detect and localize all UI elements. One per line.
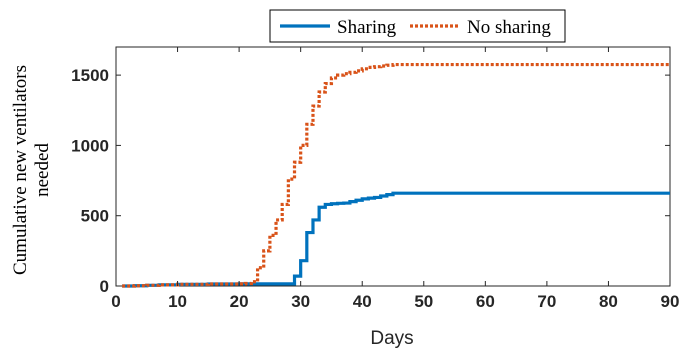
y-axis-label-line-1: Cumulative new ventilators: [10, 65, 31, 275]
plot-border: [115, 46, 671, 287]
legend-label-no-sharing: No sharing: [467, 17, 551, 38]
legend-label-sharing: Sharing: [337, 17, 397, 38]
y-axis-label: Cumulative new ventilators needed: [10, 65, 53, 275]
x-tick-label: 20: [230, 292, 249, 311]
y-tick-label: 1000: [71, 136, 109, 155]
y-tick-label: 0: [100, 277, 109, 296]
x-tick-label: 0: [111, 292, 120, 311]
plot-area: [115, 46, 671, 287]
x-tick-label: 60: [476, 292, 495, 311]
x-tick-label: 90: [661, 292, 680, 311]
x-tick-label: 80: [599, 292, 618, 311]
x-axis-label: Days: [370, 328, 413, 348]
y-tick-label: 1500: [71, 66, 109, 85]
x-tick-label: 10: [168, 292, 187, 311]
series-line-no-sharing: [122, 62, 670, 288]
x-tick-label: 50: [414, 292, 433, 311]
ticks-layer: 0 10 20 30 40 50 60 70 80 90 0 500 1000 1500: [71, 47, 679, 311]
x-tick-label: 40: [353, 292, 372, 311]
legend: Sharing No sharing: [269, 9, 566, 43]
x-tick-label: 30: [291, 292, 310, 311]
y-tick-label: 500: [81, 207, 109, 226]
x-tick-label: 70: [537, 292, 556, 311]
y-axis-label-line-2: needed: [32, 143, 53, 197]
